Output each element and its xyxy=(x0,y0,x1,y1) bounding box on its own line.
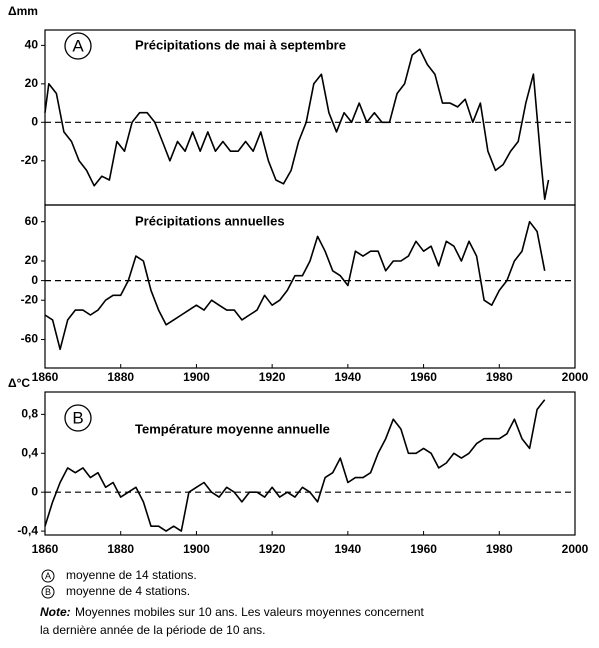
panel-title: Température moyenne annuelle xyxy=(135,421,330,436)
footnote-marker: A xyxy=(45,571,51,581)
x-tick-label: 1880 xyxy=(107,370,134,384)
x-tick-label: 1920 xyxy=(259,542,286,556)
x-tick-label: 1860 xyxy=(32,370,59,384)
y-tick-label: -0,4 xyxy=(17,523,38,537)
note-label: Note: xyxy=(40,605,71,619)
data-line xyxy=(44,220,546,351)
footnote-marker: B xyxy=(45,587,51,597)
y-tick-label: 0 xyxy=(31,273,38,287)
y-tick-label: 0,4 xyxy=(21,445,38,459)
marker-circle xyxy=(41,585,55,599)
y-axis-label: Δ°C xyxy=(8,376,30,390)
plot-frame xyxy=(44,29,576,206)
x-tick-label: 1880 xyxy=(107,542,134,556)
y-tick-label: 20 xyxy=(25,253,39,267)
x-tick-label: 2000 xyxy=(562,542,589,556)
x-tick-label: 1960 xyxy=(410,542,437,556)
x-tick-label: 2000 xyxy=(562,370,589,384)
y-tick-label: 0 xyxy=(31,114,38,128)
footnote-text: moyenne de 14 stations. xyxy=(66,568,197,582)
x-tick-label: 1860 xyxy=(32,542,59,556)
panel-title: Précipitations de mai à septembre xyxy=(135,37,346,52)
y-tick-label: 40 xyxy=(25,38,39,52)
data-line xyxy=(44,399,546,532)
panel-label: A xyxy=(72,36,84,55)
x-tick-label: 1980 xyxy=(486,370,513,384)
x-tick-label: 1940 xyxy=(335,370,362,384)
plot-frame xyxy=(44,204,576,369)
note-text: Moyennes mobiles sur 10 ans. Les valeurs… xyxy=(75,605,425,619)
x-tick-label: 1960 xyxy=(410,370,437,384)
data-line xyxy=(44,48,550,200)
marker-circle xyxy=(41,569,55,583)
x-tick-label: 1940 xyxy=(335,542,362,556)
y-tick-label: 0,8 xyxy=(21,407,38,421)
panel-circle xyxy=(64,404,92,432)
panel-title: Précipitations annuelles xyxy=(135,213,285,228)
y-tick-label: -60 xyxy=(21,332,39,346)
y-tick-label: 60 xyxy=(25,214,39,228)
footnotes: A moyenne de 14 stations. B moyenne de 4… xyxy=(40,568,425,637)
y-tick-label: -20 xyxy=(21,292,39,306)
y-tick-label: 20 xyxy=(25,76,39,90)
x-tick-label: 1920 xyxy=(259,370,286,384)
y-tick-label: 0 xyxy=(31,484,38,498)
x-tick-label: 1900 xyxy=(183,542,210,556)
plot-frame xyxy=(44,391,576,536)
y-axis-label: Δmm xyxy=(8,4,38,18)
panel-circle xyxy=(64,32,92,60)
x-tick-label: 1900 xyxy=(183,370,210,384)
y-tick-label: -20 xyxy=(21,153,39,167)
panel-label: B xyxy=(72,408,83,427)
x-tick-label: 1980 xyxy=(486,542,513,556)
footnote-text: moyenne de 4 stations. xyxy=(66,584,190,598)
note-text: la dernière année de la période de 10 an… xyxy=(40,623,266,637)
